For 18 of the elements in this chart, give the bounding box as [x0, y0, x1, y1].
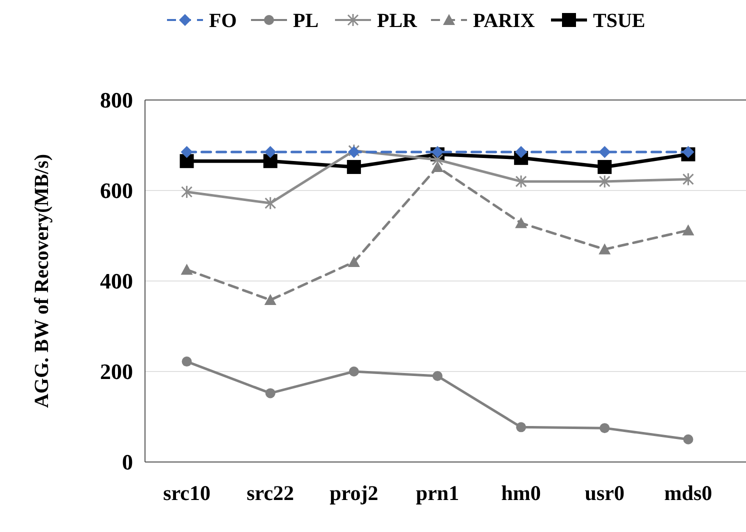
y-tick-label: 400 — [100, 268, 133, 294]
x-tick-label: mds0 — [664, 481, 712, 505]
x-tick-label: src10 — [163, 481, 211, 505]
x-tick-label: src22 — [246, 481, 294, 505]
x-tick-label: prn1 — [416, 481, 460, 505]
legend-label: FO — [209, 10, 237, 32]
legend-label: PLR — [377, 10, 418, 32]
legend-label: PL — [293, 10, 319, 32]
legend-label: PARIX — [473, 10, 536, 32]
x-tick-label: proj2 — [330, 481, 378, 505]
y-axis-title: AGG. BW of Recovery(MB/s) — [31, 154, 53, 408]
y-tick-label: 600 — [100, 178, 133, 204]
y-tick-label: 0 — [122, 450, 133, 475]
legend-label: TSUE — [593, 10, 646, 32]
y-tick-label: 800 — [100, 88, 133, 113]
x-tick-label: usr0 — [584, 481, 624, 505]
x-tick-label: hm0 — [501, 481, 541, 505]
y-tick-label: 200 — [100, 359, 133, 384]
